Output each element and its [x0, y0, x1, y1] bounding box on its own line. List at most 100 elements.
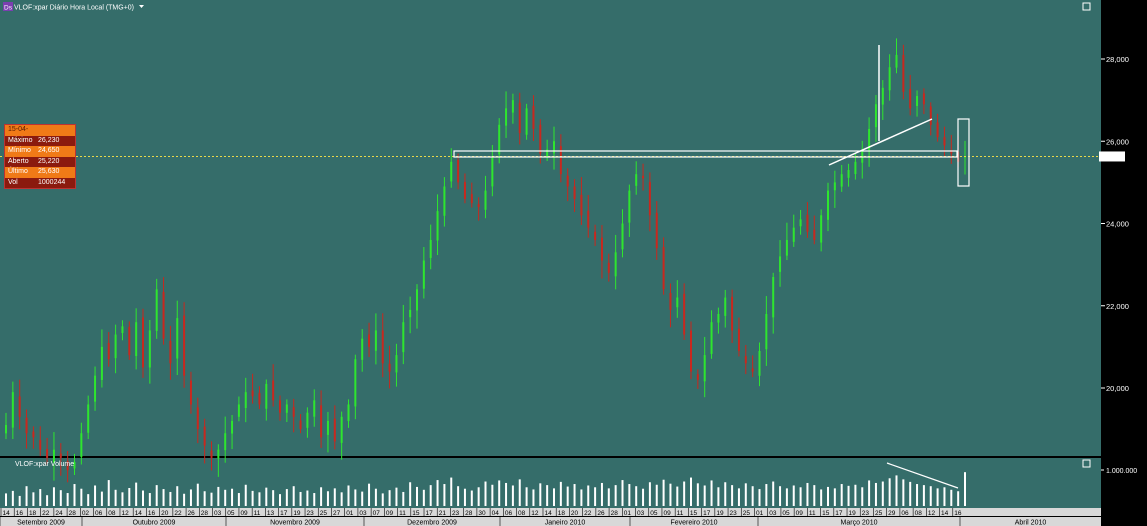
volume-bar: [347, 485, 350, 506]
info-label: Vol: [8, 178, 18, 186]
date-tick-label: 19: [849, 510, 857, 517]
candle: [381, 313, 384, 378]
volume-bar: [73, 484, 76, 506]
volume-bar: [66, 493, 69, 506]
date-tick-label: 03: [769, 510, 777, 517]
candle: [847, 163, 850, 187]
date-tick-label: 12: [531, 510, 539, 517]
date-axis: 14 16 18 22 24 28 02 06 08 12 14 16 20 22 26 28 03 05 09 11…: [0, 508, 1101, 517]
info-label: Último: [8, 168, 28, 175]
date-tick-label: 26: [188, 510, 196, 517]
candle: [258, 386, 261, 410]
month-tick-label: Novembro 2009: [270, 520, 320, 526]
price-axis-tick-label: 28,000: [1106, 55, 1129, 64]
volume-bar: [655, 484, 658, 506]
volume-bar: [320, 487, 323, 506]
ohlc-info-panel: 15-04-2010 Máximo 26,230 Mínimo 24,650 A…: [4, 124, 76, 189]
candle: [683, 283, 686, 340]
candle: [614, 234, 617, 290]
window-square-icon[interactable]: [1082, 2, 1091, 11]
candle: [484, 175, 487, 219]
volume-bar: [950, 489, 953, 506]
volume-bar: [662, 479, 665, 506]
candle: [361, 329, 364, 372]
volume-bar: [758, 489, 761, 506]
date-tick-label: 23: [452, 510, 460, 517]
candle: [320, 390, 323, 448]
date-tick-label: 17: [280, 510, 288, 517]
volume-bar: [779, 486, 782, 506]
candle: [532, 95, 535, 141]
volume-bar: [25, 486, 28, 506]
candle: [436, 194, 439, 256]
date-tick-label: 23: [862, 510, 870, 517]
volume-bar: [861, 487, 864, 506]
candle: [272, 364, 275, 407]
date-tick-label: 03: [359, 510, 367, 517]
candle: [573, 179, 576, 212]
date-tick-label: 27: [333, 510, 341, 517]
candle: [402, 304, 405, 365]
date-axis-strip: [0, 508, 1101, 516]
volume-bar: [395, 487, 398, 506]
volume-bar: [354, 489, 357, 506]
candle: [785, 222, 788, 261]
candle: [765, 296, 768, 366]
candle: [87, 395, 90, 440]
candle: [642, 163, 645, 191]
candle: [827, 182, 829, 232]
triangle-down-icon[interactable]: [139, 5, 144, 8]
volume-bar: [381, 493, 384, 506]
candle: [457, 153, 460, 190]
info-label: Aberto: [8, 157, 29, 165]
support-zone-box: [453, 150, 958, 158]
candle: [148, 319, 151, 384]
volume-bar: [964, 472, 966, 506]
date-tick-label: 11: [399, 510, 406, 517]
volume-bar: [244, 484, 247, 506]
volume-bar: [39, 489, 42, 506]
month-tick-label: Janeiro 2010: [545, 520, 586, 526]
candle: [621, 209, 624, 258]
candle: [94, 366, 97, 411]
candle: [470, 182, 473, 208]
volume-bar: [792, 485, 795, 506]
date-tick-label: 05: [782, 510, 790, 517]
volume-bar: [724, 482, 727, 506]
trend-line: [828, 118, 933, 166]
volume-bar: [313, 493, 316, 506]
date-tick-label: 30: [478, 510, 486, 517]
candle: [580, 177, 583, 225]
candle: [210, 441, 213, 471]
volume-bar: [648, 482, 651, 506]
date-tick-label: 16: [16, 510, 24, 517]
volume-bar: [279, 494, 281, 506]
candle: [888, 54, 891, 101]
volume-bar: [628, 484, 631, 506]
candle: [25, 409, 28, 449]
window-square-icon[interactable]: [1082, 459, 1091, 468]
date-tick-label: 17: [426, 510, 434, 517]
volume-bar: [498, 480, 501, 506]
candle: [813, 215, 816, 245]
candle: [868, 117, 871, 167]
candle: [279, 395, 281, 421]
volume-bar: [635, 486, 638, 506]
date-tick-label: 25: [875, 510, 883, 517]
volume-bar: [306, 490, 309, 506]
volume-bar: [594, 487, 597, 506]
candle: [39, 426, 42, 457]
chart-type-badge[interactable]: [3, 2, 13, 11]
candle: [902, 44, 905, 100]
candle: [559, 134, 562, 183]
volume-bar: [429, 485, 432, 506]
volume-bar: [874, 482, 877, 506]
volume-bar: [957, 491, 960, 506]
volume-bar: [52, 487, 55, 506]
volume-bar: [203, 491, 206, 506]
volume-bar: [32, 492, 35, 506]
candle: [340, 411, 343, 460]
candle: [196, 397, 199, 444]
candle: [881, 80, 884, 120]
candle: [142, 308, 144, 378]
